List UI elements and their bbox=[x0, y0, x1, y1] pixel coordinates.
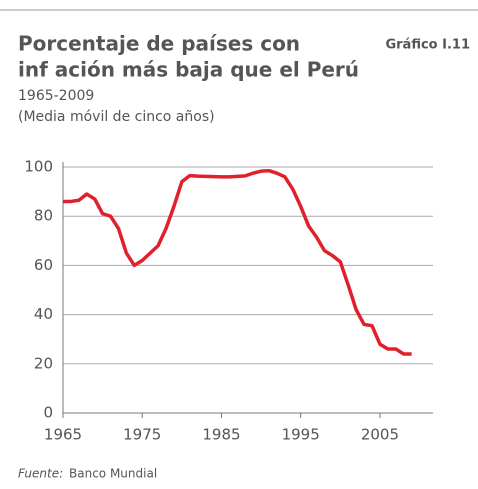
x-tick-label: 1985 bbox=[202, 426, 240, 444]
y-tick-label: 60 bbox=[34, 256, 53, 274]
source-label: Fuente: bbox=[18, 467, 63, 481]
x-tick-label: 1995 bbox=[282, 426, 320, 444]
line-series bbox=[63, 168, 412, 356]
subtitle: (Media móvil de cinco años) bbox=[18, 109, 215, 125]
y-tick-label: 100 bbox=[24, 158, 53, 176]
x-tick-label: 1975 bbox=[123, 426, 161, 444]
y-tick-label: 80 bbox=[34, 207, 53, 225]
x-tick-label: 2005 bbox=[361, 426, 399, 444]
chart-number: Gráfico I.11 bbox=[385, 38, 470, 53]
y-tick-label: 20 bbox=[34, 354, 53, 372]
chart-title: inf ación más baja que el Perú bbox=[18, 58, 359, 82]
subtitle: 1965-2009 bbox=[18, 88, 94, 104]
y-tick-label: 0 bbox=[43, 404, 53, 422]
source: Banco Mundial bbox=[69, 467, 157, 481]
chart-title: Porcentaje de países con bbox=[18, 32, 300, 56]
x-tick-label: 1965 bbox=[44, 426, 82, 444]
y-tick-label: 40 bbox=[34, 305, 53, 323]
